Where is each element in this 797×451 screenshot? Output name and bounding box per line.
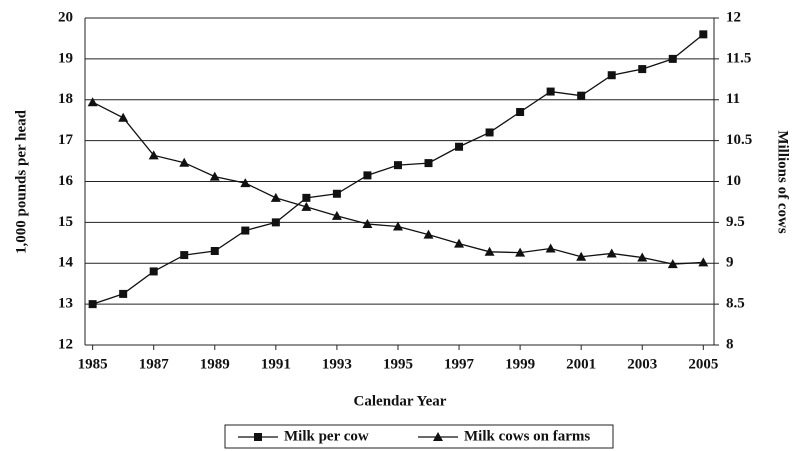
marker-square — [149, 267, 158, 276]
marker-triangle — [515, 247, 526, 257]
marker-triangle — [545, 243, 556, 253]
y2-tick-label: 10.5 — [726, 132, 752, 148]
marker-square — [119, 289, 128, 298]
x-tick-label: 1997 — [444, 356, 475, 372]
marker-square — [699, 30, 708, 39]
x-tick-label: 1985 — [78, 356, 108, 372]
marker-square — [254, 433, 262, 441]
y-tick-label: 14 — [58, 255, 74, 271]
marker-square — [363, 171, 372, 180]
marker-triangle — [454, 238, 465, 248]
y-tick-label: 18 — [58, 91, 73, 107]
marker-triangle — [606, 248, 617, 258]
x-tick-label: 1993 — [322, 356, 352, 372]
y-tick-label: 20 — [58, 9, 73, 25]
marker-triangle — [698, 257, 709, 267]
marker-square — [577, 91, 586, 100]
marker-square — [546, 87, 555, 96]
marker-triangle — [423, 229, 434, 239]
y2-tick-label: 9 — [726, 255, 734, 271]
marker-triangle — [209, 171, 220, 181]
marker-triangle — [240, 178, 251, 188]
marker-square — [241, 226, 250, 235]
x-tick-label: 2003 — [627, 356, 657, 372]
marker-square — [607, 71, 616, 80]
marker-triangle — [179, 157, 190, 167]
marker-square — [88, 300, 97, 309]
marker-triangle — [87, 97, 98, 107]
y-tick-label: 13 — [58, 296, 73, 312]
y-tick-label: 17 — [58, 132, 74, 148]
marker-triangle — [576, 251, 587, 261]
x-axis-label: Calendar Year — [354, 393, 447, 409]
marker-square — [210, 246, 219, 255]
y-tick-label: 15 — [58, 214, 73, 230]
y-tick-label: 12 — [58, 336, 73, 352]
marker-triangle — [118, 112, 129, 122]
y2-axis-label: Millions of cows — [775, 130, 791, 233]
x-tick-label: 1995 — [383, 356, 413, 372]
marker-triangle — [667, 259, 678, 269]
marker-square — [485, 128, 494, 137]
x-tick-label: 2001 — [566, 356, 596, 372]
marker-triangle — [433, 432, 443, 441]
marker-triangle — [392, 221, 403, 231]
series-line — [92, 101, 704, 265]
y2-tick-label: 8.5 — [726, 296, 745, 312]
marker-square — [302, 193, 311, 202]
y-axis-label: 1,000 pounds per head — [13, 109, 29, 254]
marker-triangle — [301, 201, 312, 211]
marker-triangle — [270, 192, 281, 202]
marker-square — [516, 108, 525, 117]
marker-square — [332, 189, 341, 198]
y2-tick-label: 12 — [726, 9, 741, 25]
marker-triangle — [148, 150, 159, 160]
marker-square — [455, 142, 464, 151]
y-tick-label: 19 — [58, 50, 73, 66]
marker-triangle — [331, 210, 342, 220]
marker-square — [271, 218, 280, 227]
y2-tick-label: 8 — [726, 336, 734, 352]
y2-tick-label: 11 — [726, 91, 740, 107]
x-tick-label: 2005 — [688, 356, 718, 372]
x-tick-label: 1989 — [200, 356, 230, 372]
marker-square — [668, 54, 677, 63]
marker-square — [638, 65, 647, 74]
legend-label: Milk per cow — [284, 428, 369, 444]
y2-tick-label: 10 — [726, 173, 741, 189]
marker-triangle — [637, 252, 648, 262]
legend-label: Milk cows on farms — [464, 428, 590, 444]
y2-tick-label: 9.5 — [726, 214, 745, 230]
marker-square — [180, 251, 189, 260]
marker-square — [424, 159, 433, 168]
y2-tick-label: 11.5 — [726, 50, 751, 66]
x-tick-label: 1999 — [505, 356, 535, 372]
x-tick-label: 1991 — [261, 356, 291, 372]
marker-triangle — [484, 246, 495, 256]
y-tick-label: 16 — [58, 173, 74, 189]
x-tick-label: 1987 — [139, 356, 170, 372]
marker-triangle — [362, 219, 373, 229]
marker-square — [393, 161, 402, 170]
legend-box — [224, 424, 614, 449]
